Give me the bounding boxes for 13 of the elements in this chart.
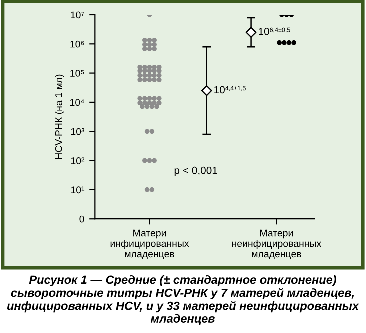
y-tick-label: 10³ <box>71 128 85 136</box>
text: Рисунок 1 — Средние (± стандартное отклонение) сывороточные титры HCV-РНК у 7 матерей младенцев, инфицированных HCV, и у 33 матерей неинфицированных младенцев <box>7 275 360 326</box>
y-axis-title: HCV-РНК (на 1 мл) <box>55 74 64 160</box>
x-tick-label: Матери неинфицированных младенцев <box>232 230 322 260</box>
y-tick-label: 10⁶ <box>70 40 84 48</box>
y-tick-label: 10⁵ <box>70 70 84 77</box>
y-tick-label: 10⁷ <box>71 12 84 19</box>
annotation: p < 0,001 <box>174 166 218 176</box>
y-tick-label: 10¹ <box>71 186 85 194</box>
y-tick-label: 10⁴ <box>70 99 84 106</box>
y-tick-label: 0 <box>80 216 84 223</box>
y-tick-label: 10² <box>71 158 85 164</box>
x-tick-label: Матери инфицированных младенцев <box>110 230 190 260</box>
